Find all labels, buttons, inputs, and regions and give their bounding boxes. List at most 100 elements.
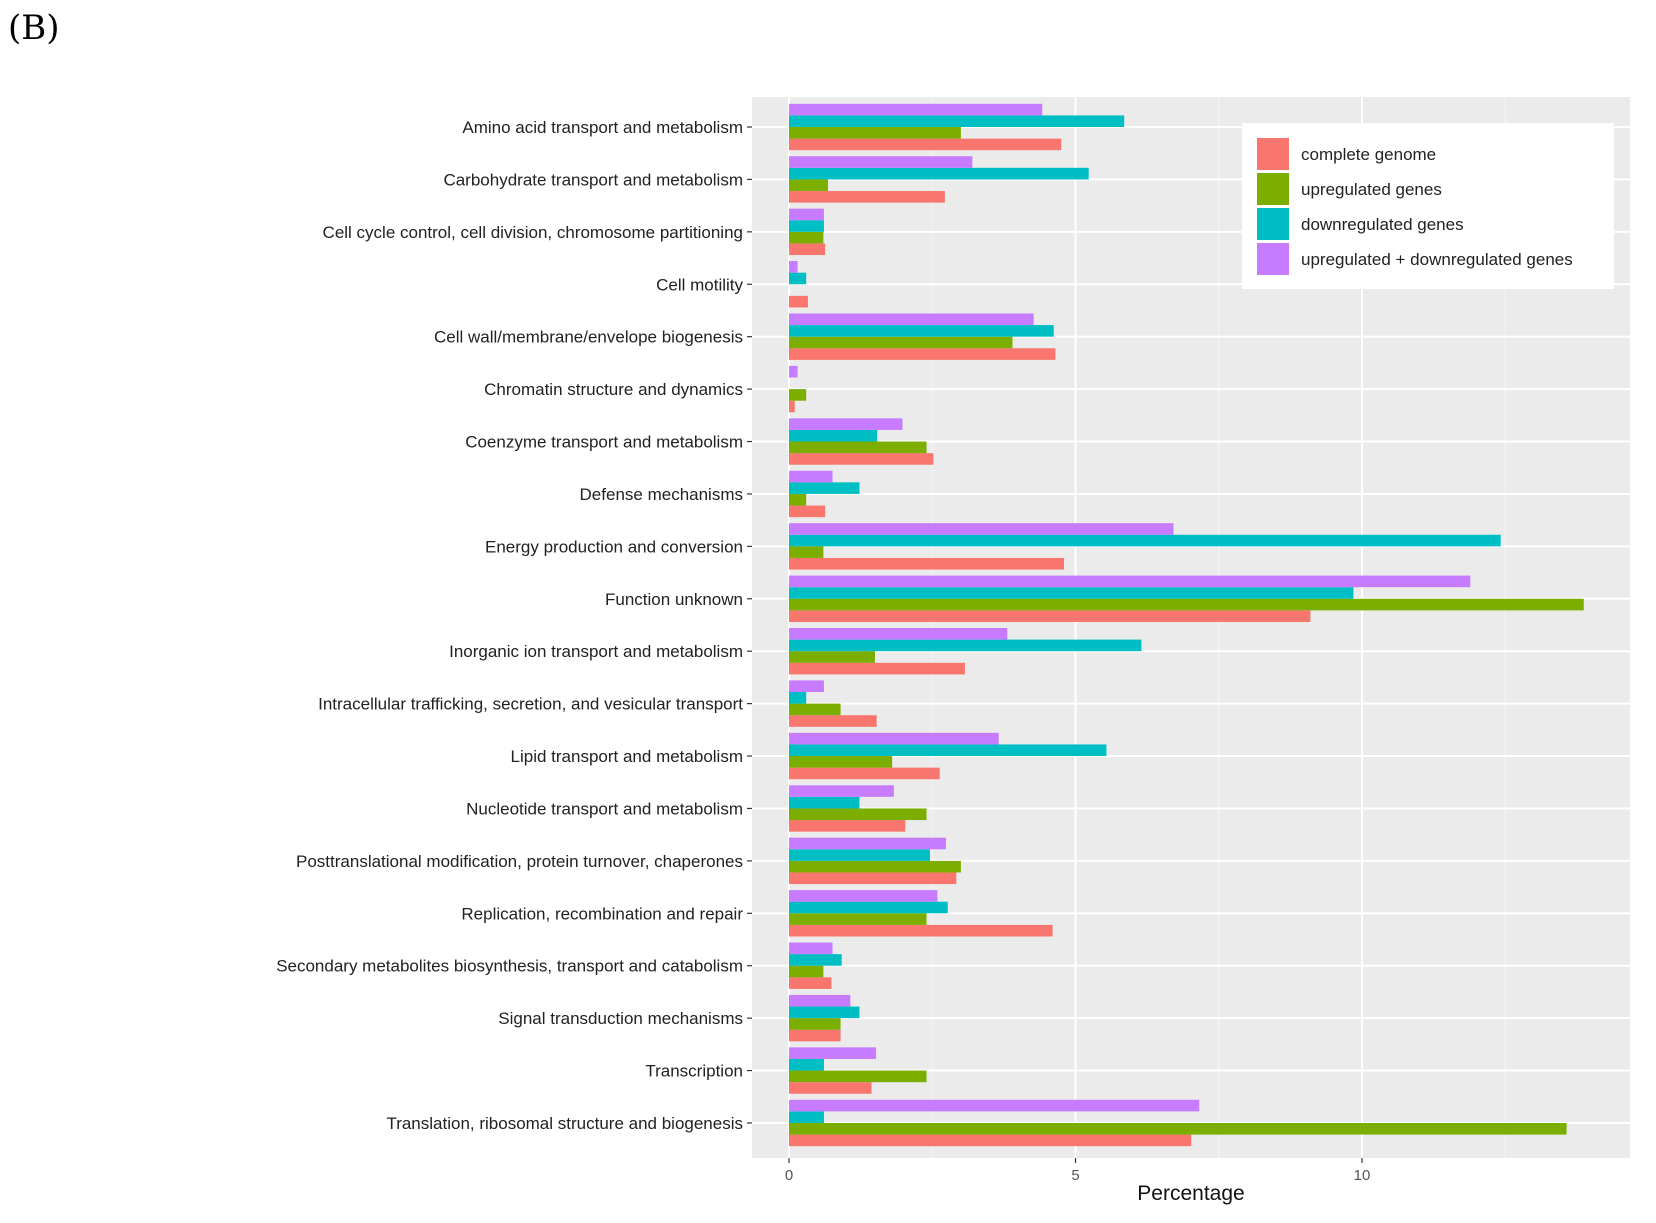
legend-key (1257, 208, 1289, 240)
bar (789, 796, 860, 809)
bar (789, 680, 824, 693)
bar (789, 115, 1125, 127)
category-label: Cell motility (656, 275, 743, 294)
bar (789, 365, 798, 378)
category-label: Secondary metabolites biosynthesis, tran… (276, 957, 743, 976)
category-label: Defense mechanisms (580, 485, 743, 504)
bar (789, 429, 878, 442)
bar (789, 1018, 841, 1030)
bar (789, 662, 965, 675)
category-label: Coenzyme transport and metabolism (465, 433, 743, 452)
category-label: Nucleotide transport and metabolism (466, 799, 743, 818)
bar (789, 295, 808, 308)
bar (789, 872, 957, 885)
category-label: Translation, ribosomal structure and bio… (386, 1114, 743, 1133)
bar (789, 1006, 860, 1019)
panel-label: (B) (8, 8, 60, 48)
x-tick-label: 10 (1354, 1167, 1371, 1184)
category-label: Intracellular trafficking, secretion, an… (318, 695, 743, 714)
category-label: Replication, recombination and repair (461, 904, 743, 923)
bar (789, 715, 877, 727)
bar (789, 493, 807, 506)
bar (789, 942, 833, 955)
bar (789, 546, 824, 558)
bar (789, 179, 828, 192)
bar (789, 1099, 1200, 1112)
bar (789, 610, 1311, 622)
bar (789, 954, 842, 966)
category-labels: Amino acid transport and metabolism Carbo… (276, 118, 752, 1133)
legend-key (1257, 138, 1289, 170)
bar (789, 744, 1107, 757)
category-label: Energy production and conversion (485, 537, 743, 556)
bar (789, 901, 948, 914)
bar (789, 470, 833, 483)
bar (789, 628, 1008, 640)
bar (789, 639, 1142, 652)
bar (789, 860, 961, 873)
bar (789, 453, 934, 465)
bar (789, 977, 832, 989)
bar (789, 994, 851, 1007)
bar (789, 587, 1354, 599)
category-label: Inorganic ion transport and metabolism (449, 642, 743, 661)
bar (789, 837, 947, 850)
bar (789, 103, 1043, 116)
bar (789, 220, 824, 232)
bar (789, 575, 1471, 588)
bar (789, 482, 860, 494)
bar (789, 965, 824, 978)
bar (789, 325, 1054, 337)
bar (789, 243, 826, 256)
bar (789, 732, 999, 745)
category-label: Amino acid transport and metabolism (462, 118, 743, 137)
bar (789, 1122, 1567, 1135)
x-tick-label: 0 (785, 1167, 793, 1184)
category-label: Transcription (645, 1062, 743, 1081)
category-label: Signal transduction mechanisms (498, 1009, 743, 1028)
bar (789, 167, 1089, 180)
bar (789, 400, 795, 413)
bar (789, 336, 1013, 349)
bar (789, 1058, 824, 1071)
bar (789, 418, 903, 430)
x-axis: 0 5 10 (785, 1158, 1371, 1184)
bar (789, 191, 945, 203)
bar (789, 703, 841, 716)
bar (789, 913, 927, 925)
bar (789, 808, 927, 821)
legend-box (1242, 123, 1614, 289)
bar (789, 1029, 841, 1042)
bar (789, 441, 927, 454)
legend-label: complete genome (1301, 145, 1436, 164)
legend-label: upregulated genes (1301, 180, 1442, 199)
legend-label: upregulated + downregulated genes (1301, 250, 1573, 269)
category-label: Chromatin structure and dynamics (484, 380, 743, 399)
bar (789, 156, 973, 168)
bar (789, 756, 893, 768)
bar (789, 1134, 1192, 1147)
bar (789, 127, 961, 139)
bar (789, 785, 894, 797)
bar (789, 138, 1062, 151)
bar (789, 924, 1053, 937)
bar (789, 598, 1584, 611)
category-label: Lipid transport and metabolism (511, 747, 743, 766)
category-label: Posttranslational modification, protein … (296, 852, 743, 871)
legend-key (1257, 243, 1289, 275)
category-label: Function unknown (605, 590, 743, 609)
bar (789, 1047, 877, 1059)
bar (789, 505, 826, 518)
legend-key (1257, 173, 1289, 205)
bar (789, 523, 1174, 535)
category-label: Cell wall/membrane/envelope biogenesis (434, 328, 743, 347)
legend: complete genome upregulated genes downregu… (1242, 123, 1614, 289)
bar (789, 313, 1034, 326)
bar (789, 692, 807, 704)
bar (789, 767, 940, 780)
bar (789, 820, 906, 832)
bar (789, 890, 938, 902)
bar (789, 389, 807, 401)
bar (789, 1082, 872, 1094)
